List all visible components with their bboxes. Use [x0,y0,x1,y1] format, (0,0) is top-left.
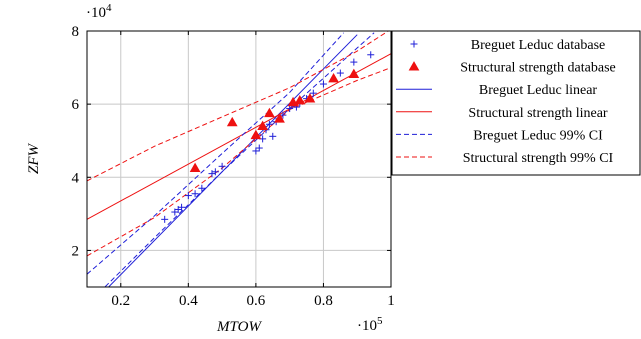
legend-structural-strength-database-symbol [408,61,420,71]
plot-frame [86,30,392,288]
y-tick-label: 2 [72,243,80,259]
x-tick-label: 0.6 [247,293,266,309]
x-axis-label: MTOW [216,319,262,335]
structural-strength-database-point [257,120,269,130]
grid [87,30,392,287]
breguet-leduc-database-point [208,170,216,178]
legend-box [391,30,641,176]
breguet-leduc-database-point [184,192,192,200]
y-multiplier: ·104 [86,2,112,21]
breguet-leduc-database-point [178,203,186,211]
structural-strength-database-point [189,162,201,173]
legend-breguet-leduc-linear-label: Breguet Leduc linear [479,83,598,98]
breguet-leduc-database-point [269,132,277,140]
breguet-leduc-database-point [198,184,206,192]
breguet-leduc-database-point [367,51,375,59]
breguet-leduc-database-point [252,147,260,155]
structural-strength-database-point [328,73,339,83]
breguet-leduc-database-point [319,80,327,88]
breguet-leduc-database-point [191,190,199,198]
structural-strength-99-ci-line-lower [87,67,391,257]
legend-structural-strength-99-ci-label: Structural strength 99% CI [463,151,614,166]
legend-breguet-leduc-database-label: Breguet Leduc database [471,38,606,53]
y-tick-label: 4 [72,170,80,186]
y-axis-label: ZFW [26,142,42,174]
y-tick-label: 8 [72,24,80,40]
structural-strength-database-point [274,113,285,123]
structural-strength-database-point [348,68,360,79]
x-tick-label: 0.4 [179,293,198,309]
breguet-leduc-database-point [286,105,294,113]
structural-strength-linear-line [87,53,391,220]
y-tick-label: 6 [72,97,80,113]
x-tick-label: 0.2 [111,293,130,309]
structural-strength-database-point [304,93,316,103]
legend: Breguet Leduc database Structural strengt… [391,30,641,176]
structural-strength-database-point [250,129,262,140]
x-tick-label: 1 [387,293,395,309]
breguet-leduc-99-ci-line-lower [104,32,375,287]
legend-breguet-leduc-database-symbol [410,40,418,48]
legend-structural-strength-linear-label: Structural strength linear [468,106,608,121]
breguet-leduc-database-point [161,215,169,223]
axis-ticks: 0.2 0.4 0.6 0.8 1 2 4 6 8 [72,24,395,309]
structural-strength-database-point [264,107,275,118]
plot-area [87,31,391,287]
breguet-leduc-database-point [350,58,358,66]
breguet-leduc-99-ci-line [87,32,345,275]
breguet-leduc-database-point [336,69,344,77]
legend-breguet-leduc-99-ci-label: Breguet Leduc 99% CI [473,128,603,143]
structural-strength-database-point [226,116,238,127]
structural-strength-99-ci-line [87,31,390,182]
structural-strength-database-point [294,94,306,105]
breguet-leduc-database-point [218,162,226,170]
breguet-leduc-database-point [265,120,273,128]
x-tick-label: 0.8 [314,293,333,309]
legend-structural-strength-database-label: Structural strength database [460,61,616,76]
x-multiplier: ·105 [357,315,383,334]
breguet-leduc-database-point [255,144,263,152]
breguet-leduc-database-point [309,89,317,97]
breguet-leduc-database-point [211,168,219,176]
